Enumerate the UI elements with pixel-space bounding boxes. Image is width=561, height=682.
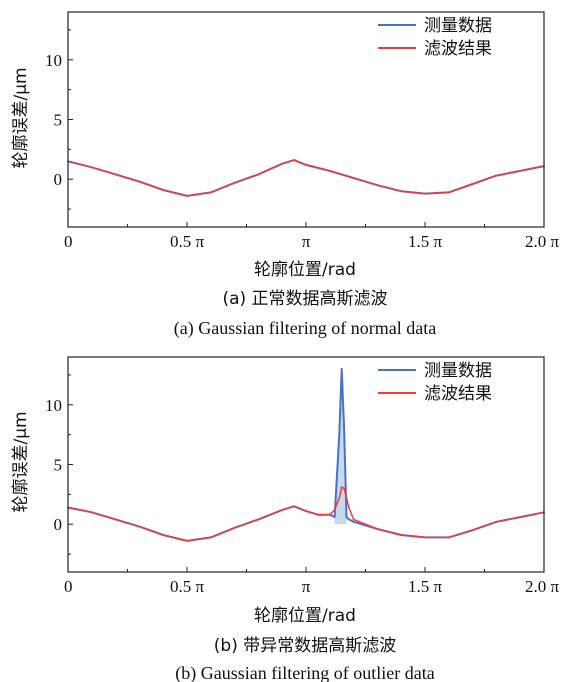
legend-label: 滤波结果 <box>424 39 492 59</box>
data-point <box>338 497 341 499</box>
data-point <box>333 516 336 518</box>
data-point <box>519 516 522 518</box>
data-point <box>519 170 522 172</box>
outlier-fill <box>334 368 347 525</box>
data-point <box>305 510 307 512</box>
data-point <box>162 189 165 191</box>
data-point <box>471 183 474 185</box>
legend-label: 测量数据 <box>424 16 492 36</box>
data-point <box>114 173 117 176</box>
data-point <box>352 520 355 523</box>
x-tick-label: 0 <box>64 232 73 251</box>
y-tick-label: 0 <box>54 170 63 189</box>
data-point <box>424 192 426 195</box>
x-tick-label: 0 <box>64 577 73 596</box>
data-point <box>293 505 295 508</box>
y-tick-label: 0 <box>54 515 63 534</box>
data-point <box>343 487 345 490</box>
data-point <box>90 166 93 169</box>
data-point <box>186 540 188 542</box>
caption-en-a: (a) Gaussian filtering of normal data <box>174 318 436 339</box>
x-tick-label: 2.0 π <box>525 232 560 251</box>
caption-en-b: (b) Gaussian filtering of outlier data <box>175 663 434 682</box>
x-tick-label: 2.0 π <box>525 577 560 596</box>
data-point <box>138 525 141 528</box>
data-point <box>338 433 341 436</box>
data-point <box>138 180 141 183</box>
data-point <box>186 195 188 197</box>
data-point <box>233 526 236 529</box>
data-point <box>376 184 379 187</box>
legend-label: 滤波结果 <box>424 384 492 404</box>
data-point <box>447 536 450 539</box>
data-point <box>495 520 498 523</box>
data-point <box>352 177 355 179</box>
data-point <box>209 191 212 194</box>
data-point <box>281 162 284 165</box>
caption-cn-b: (b) 带异常数据高斯滤波 <box>214 636 396 656</box>
x-tick-label: 0.5 π <box>170 232 205 251</box>
series-line-filtered <box>67 486 545 542</box>
data-point <box>345 516 348 518</box>
data-point <box>347 518 350 521</box>
y-axis-label-a: 轮廓误差/μm <box>11 67 31 168</box>
x-axis-label-a: 轮廓位置/rad <box>254 260 356 280</box>
data-point <box>340 368 343 370</box>
data-point <box>447 191 450 194</box>
data-point <box>328 170 331 172</box>
x-tick-label: π <box>302 577 311 596</box>
data-point <box>293 159 295 162</box>
data-point <box>333 509 336 511</box>
series-line-filtered <box>67 159 545 197</box>
data-point <box>376 528 379 530</box>
data-point <box>305 164 307 166</box>
data-point <box>340 486 343 489</box>
data-point <box>281 509 284 511</box>
data-point <box>257 518 260 521</box>
data-point <box>328 513 331 516</box>
data-point <box>233 181 236 184</box>
data-point <box>114 518 117 521</box>
x-tick-label: π <box>302 232 311 251</box>
data-point <box>424 536 426 539</box>
data-point <box>162 534 165 536</box>
data-point <box>347 506 350 509</box>
y-tick-label: 10 <box>45 51 62 70</box>
data-point <box>352 518 355 521</box>
data-point <box>317 513 319 516</box>
y-tick-label: 5 <box>54 111 63 130</box>
x-axis-label-b: 轮廓位置/rad <box>254 606 356 626</box>
y-axis-label-b: 轮廓误差/μm <box>11 411 31 512</box>
data-point <box>343 427 345 430</box>
y-tick-label: 10 <box>45 396 62 415</box>
caption-cn-a: (a) 正常数据高斯滤波 <box>222 289 387 309</box>
x-tick-label: 0.5 π <box>170 577 205 596</box>
x-tick-label: 1.5 π <box>408 577 443 596</box>
data-point <box>90 511 93 514</box>
data-point <box>257 173 260 176</box>
data-point <box>345 497 348 499</box>
data-point <box>495 174 498 177</box>
data-point <box>400 190 403 193</box>
y-tick-label: 5 <box>54 456 63 475</box>
data-point <box>471 529 474 532</box>
legend-label: 测量数据 <box>424 361 492 381</box>
data-point <box>209 536 212 539</box>
data-point <box>400 534 403 536</box>
x-tick-label: 1.5 π <box>408 232 443 251</box>
